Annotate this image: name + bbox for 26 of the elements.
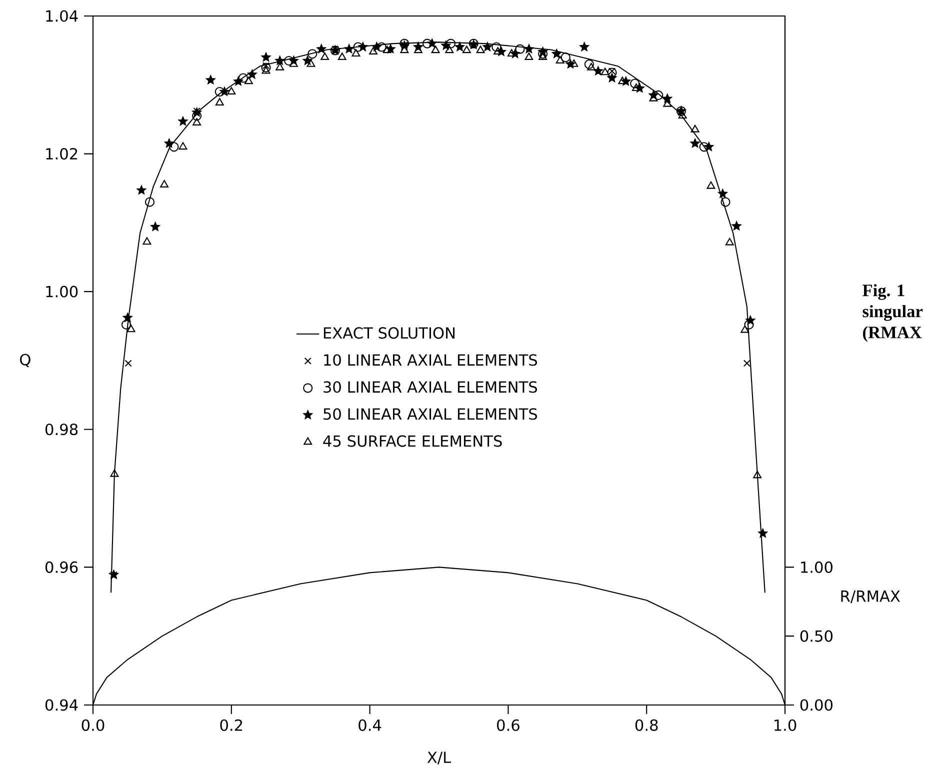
y-tick-label: 0.98 xyxy=(45,424,78,436)
x-tick-label: 0.4 xyxy=(358,719,382,731)
y2-tick-label: 0.50 xyxy=(800,630,832,642)
x-tick-label: 0.2 xyxy=(220,719,242,731)
legend-label: 10 LINEAR AXIAL ELEMENTS xyxy=(324,354,538,366)
x-axis-title: X/L xyxy=(427,752,452,764)
y-tick-label: 0.96 xyxy=(45,561,78,573)
y2-tick-label: 1.00 xyxy=(801,561,832,573)
legend-label: EXACT SOLUTION xyxy=(324,327,455,339)
y2-axis-title: R/RMAX xyxy=(841,590,900,604)
y-tick-label: 0.94 xyxy=(45,699,78,711)
legend-label: 45 SURFACE ELEMENTS xyxy=(323,435,502,447)
x-tick-label: 0.8 xyxy=(635,719,658,731)
x-tick-label: 0.6 xyxy=(497,719,520,731)
y-tick-label: 1.04 xyxy=(46,10,78,22)
legend-label: 30 LINEAR AXIAL ELEMENTS xyxy=(324,381,538,393)
x-tick-label: 0.0 xyxy=(82,719,104,731)
text: (RMAX xyxy=(863,326,922,342)
y-tick-label: 1.02 xyxy=(46,148,78,160)
y-axis-title: Q xyxy=(20,354,30,368)
caption: Fig. 1 xyxy=(862,284,904,300)
x-tick-label: 1.0 xyxy=(774,719,796,731)
y2-tick-label: 0.00 xyxy=(800,699,832,711)
legend-label: 50 LINEAR AXIAL ELEMENTS xyxy=(324,408,538,420)
y-tick-label: 1.00 xyxy=(46,286,78,298)
text: singular xyxy=(862,305,923,321)
